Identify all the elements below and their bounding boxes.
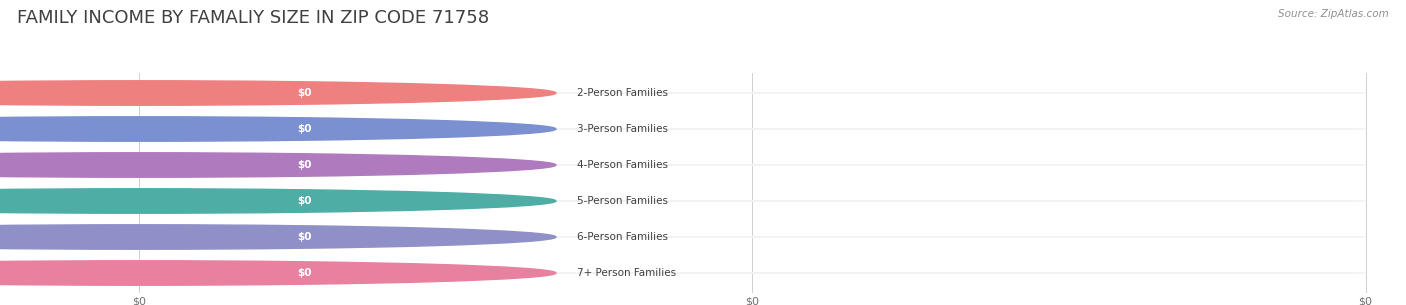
FancyBboxPatch shape (139, 128, 1365, 130)
FancyBboxPatch shape (139, 200, 316, 202)
Circle shape (0, 81, 555, 105)
Text: Source: ZipAtlas.com: Source: ZipAtlas.com (1278, 9, 1389, 19)
FancyBboxPatch shape (139, 200, 1365, 202)
Text: $0: $0 (297, 88, 312, 98)
Text: 3-Person Families: 3-Person Families (576, 124, 668, 134)
FancyBboxPatch shape (139, 128, 316, 130)
Text: 4-Person Families: 4-Person Families (576, 160, 668, 170)
FancyBboxPatch shape (139, 236, 316, 238)
Circle shape (0, 225, 555, 249)
Circle shape (0, 117, 555, 141)
FancyBboxPatch shape (139, 92, 316, 94)
Text: 2-Person Families: 2-Person Families (576, 88, 668, 98)
Text: $0: $0 (297, 268, 312, 278)
Circle shape (0, 189, 555, 213)
FancyBboxPatch shape (139, 236, 1365, 238)
Circle shape (0, 261, 555, 285)
Text: 6-Person Families: 6-Person Families (576, 232, 668, 242)
Text: 5-Person Families: 5-Person Families (576, 196, 668, 206)
Text: $0: $0 (297, 232, 312, 242)
FancyBboxPatch shape (139, 272, 316, 274)
FancyBboxPatch shape (139, 272, 1365, 274)
FancyBboxPatch shape (139, 164, 316, 166)
FancyBboxPatch shape (139, 92, 1365, 94)
Text: $0: $0 (297, 160, 312, 170)
FancyBboxPatch shape (139, 164, 1365, 166)
Circle shape (0, 153, 555, 177)
Text: $0: $0 (297, 124, 312, 134)
Text: 7+ Person Families: 7+ Person Families (576, 268, 676, 278)
Text: $0: $0 (297, 196, 312, 206)
Text: FAMILY INCOME BY FAMALIY SIZE IN ZIP CODE 71758: FAMILY INCOME BY FAMALIY SIZE IN ZIP COD… (17, 9, 489, 27)
